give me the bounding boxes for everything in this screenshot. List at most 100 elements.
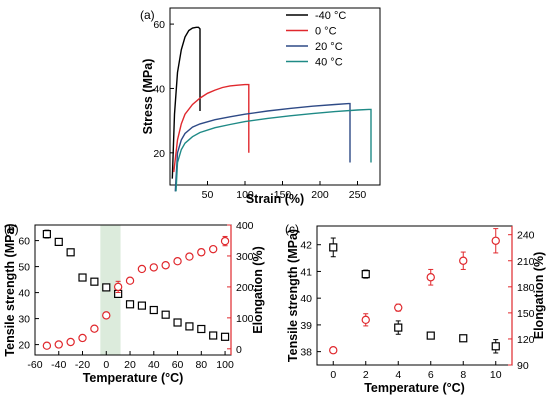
panel-a-x-tick-label: 100 (236, 189, 254, 201)
panel-b-left-y-axis-label: Tensile strength (MPa) (3, 223, 17, 356)
panel-b-x-tick-label: 80 (195, 359, 207, 371)
panel-c-right-y-axis-label: Elongation (%) (532, 252, 546, 340)
panel-b-strength-marker (66, 248, 75, 257)
panel-b-elongation-marker (66, 337, 75, 347)
panel-a-series-line (175, 108, 372, 192)
panel-b-left-y-tick-label: 50 (18, 262, 30, 274)
panel-c-temperature-chart: (c) 0 2 4 6 8 10 38 39 40 41 42 90 120 150 180 210 240 Tem… (285, 222, 546, 395)
panel-c-right-y-tick-label: 150 (517, 308, 535, 320)
panel-c-elongation-marker (394, 303, 403, 312)
panel-c-right-y-tick-label: 120 (517, 334, 535, 346)
panel-c-strength-marker (329, 243, 338, 252)
panel-a-y-tick-label: 60 (153, 19, 165, 31)
panel-b-x-tick-label: 0 (103, 359, 109, 371)
panel-b-x-tick-label: 60 (172, 359, 184, 371)
panel-b-right-y-tick-label: 0 (236, 344, 242, 356)
panel-c-left-y-axis-label: Tensile strength (MPa) (286, 229, 300, 362)
panel-b-elongation-marker (137, 264, 147, 274)
panel-b-right-y-axis-label: Elongation (%) (251, 246, 265, 334)
panel-b-strength-marker (149, 305, 158, 315)
panel-b-elongation-marker (220, 236, 230, 246)
panel-a-x-tick-label: 250 (349, 189, 367, 201)
panel-a-x-tick-label: 150 (274, 189, 292, 201)
panel-a-plot-frame (169, 7, 381, 186)
panel-c-plot-frame (316, 225, 513, 366)
panel-a-series-line (173, 83, 250, 173)
panel-b-elongation-marker (102, 311, 111, 320)
panel-a-x-axis-label: Strain (%) (246, 192, 304, 206)
panel-c-strength-marker (394, 323, 403, 332)
panel-b-strength-marker (54, 237, 63, 246)
panel-c-left-y-tick-label: 42 (300, 240, 312, 252)
panel-b-right-y-tick-label: 300 (236, 251, 254, 263)
panel-b-x-tick-label: 100 (216, 359, 234, 371)
panel-b-strength-marker (137, 301, 147, 310)
panel-a-legend-label: 20 °C (315, 41, 343, 53)
panel-c-right-y-tick-label: 210 (517, 256, 535, 268)
panel-b-strength-marker (209, 331, 218, 340)
panel-b-strength-marker (220, 332, 230, 341)
panel-a-series-line (171, 26, 201, 179)
panel-b-plot-frame (34, 224, 232, 356)
panel-c-right-y-tick-label: 180 (517, 282, 535, 294)
panel-c-strength-marker (491, 342, 500, 351)
panel-c-left-y-tick-label: 41 (300, 266, 312, 278)
panel-b-strength-marker (125, 300, 135, 309)
panel-b-left-y-tick-label: 60 (18, 236, 30, 248)
panel-b-strength-marker (173, 318, 182, 327)
panel-b-left-y-tick-label: 40 (18, 288, 30, 300)
panel-b-left-y-tick-label: 30 (18, 314, 30, 326)
panel-b-left-y-tick-label: 20 (18, 340, 30, 352)
panel-a-stress-strain-chart: (a) 50 100 150 200 250 20 40 60 Strain (%) Stress … (140, 7, 381, 206)
panel-b-strength-marker (197, 324, 206, 334)
panel-c-left-y-tick-label: 40 (300, 293, 312, 305)
panel-a-y-tick-label: 40 (153, 83, 165, 95)
panel-c-x-tick-label: 4 (395, 369, 401, 381)
panel-c-x-tick-label: 2 (363, 369, 369, 381)
panel-a-legend-label: 40 °C (315, 57, 343, 69)
panel-b-strength-marker (161, 310, 170, 319)
panel-b-elongation-marker (113, 282, 123, 292)
panel-a-series-line (174, 102, 351, 192)
panel-b-elongation-marker (42, 341, 52, 350)
panel-c-x-tick-label: 10 (490, 369, 502, 381)
panel-c-elongation-marker (459, 256, 468, 265)
panel-c-x-axis-label: Temperature (°C) (364, 381, 465, 395)
panel-b-elongation-marker (197, 248, 206, 257)
panel-c-left-y-tick-label: 38 (300, 347, 312, 359)
panel-b-strength-marker (42, 230, 51, 239)
panel-c-strength-marker (459, 334, 468, 343)
panel-c-left-y-tick-label: 39 (300, 320, 312, 332)
panel-c-elongation-marker (491, 236, 500, 245)
panel-b-elongation-marker (161, 261, 170, 270)
panel-c-elongation-marker (329, 346, 338, 355)
panel-b-right-y-tick-label: 100 (236, 313, 254, 325)
panel-b-elongation-marker (185, 252, 194, 261)
panel-c-right-y-tick-label: 90 (517, 360, 529, 372)
panel-a-legend-label: -40 °C (315, 10, 346, 22)
panel-b-x-axis-label: Temperature (°C) (83, 371, 184, 385)
panel-b-strength-marker (90, 277, 99, 286)
panel-b-x-tick-label: 20 (124, 359, 136, 371)
panel-c-x-tick-label: 6 (428, 369, 434, 381)
panel-b-strength-marker (78, 273, 87, 282)
panel-a-label: (a) (140, 8, 155, 22)
panel-b-elongation-marker (78, 333, 87, 343)
panel-c-right-y-tick-label: 240 (517, 230, 535, 242)
panel-b-strength-marker (185, 322, 194, 331)
panel-b-elongation-marker (149, 263, 158, 272)
panel-b-right-y-tick-label: 200 (236, 282, 254, 294)
panel-c-strength-marker (361, 270, 370, 279)
panel-a-y-tick-label: 20 (153, 148, 165, 160)
panel-b-x-tick-label: -40 (51, 359, 66, 371)
panel-b-x-tick-label: -20 (75, 359, 90, 371)
panel-b-highlight-band (100, 225, 121, 355)
panel-b-x-tick-label: 40 (148, 359, 160, 371)
panel-a-x-tick-label: 200 (311, 189, 329, 201)
panel-b-temperature-chart: (b)-60 -40 -20 0 20 40 60 80 1002030405060010020… (3, 220, 265, 385)
panel-b-elongation-marker (125, 276, 135, 285)
panel-b-elongation-marker (54, 340, 63, 349)
panel-a-legend-label: 0 °C (315, 26, 337, 38)
panel-c-strength-marker (426, 331, 435, 340)
